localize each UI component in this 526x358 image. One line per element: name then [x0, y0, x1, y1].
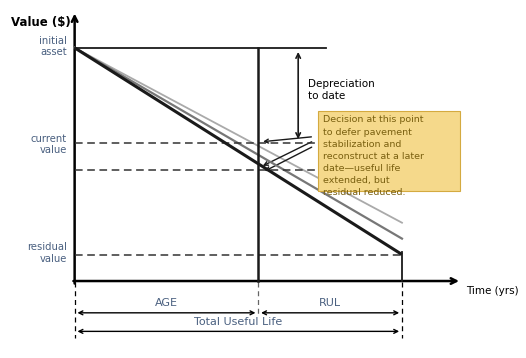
Text: initial
asset: initial asset: [39, 36, 67, 57]
Text: Decision at this point
to defer pavement
stabilization and
reconstruct at a late: Decision at this point to defer pavement…: [323, 115, 424, 197]
Text: Depreciation
to date: Depreciation to date: [308, 79, 375, 101]
Text: RUL: RUL: [319, 298, 341, 308]
Text: AGE: AGE: [155, 298, 178, 308]
Text: Value ($): Value ($): [11, 16, 70, 29]
Text: Time (yrs): Time (yrs): [466, 286, 519, 296]
Text: Total Useful Life: Total Useful Life: [194, 316, 282, 326]
Text: current
value: current value: [31, 134, 67, 155]
Text: residual
value: residual value: [27, 242, 67, 264]
FancyBboxPatch shape: [318, 111, 460, 191]
